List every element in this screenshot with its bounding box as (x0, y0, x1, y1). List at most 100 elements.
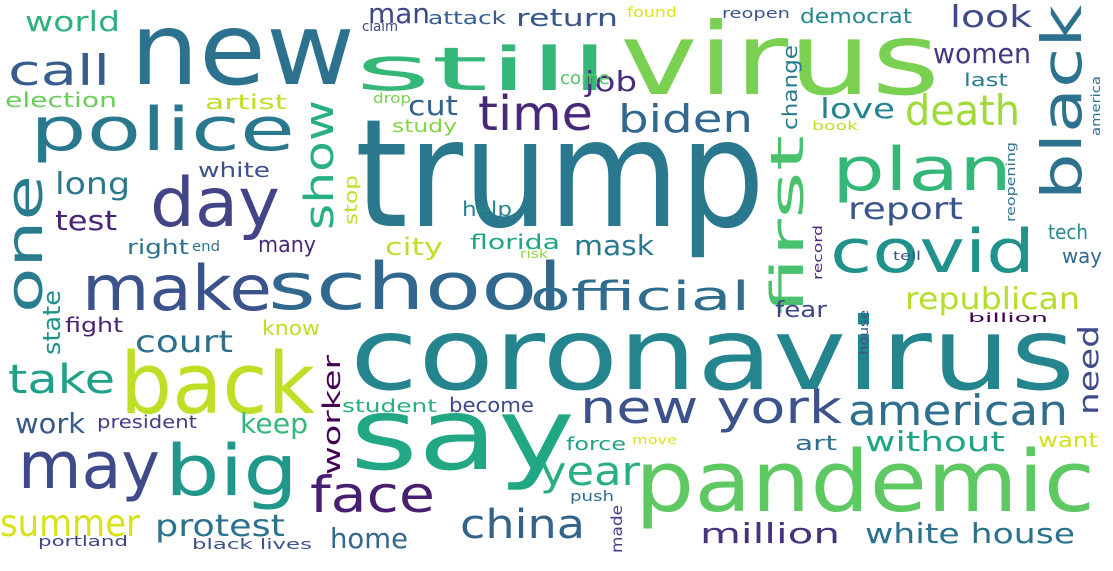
word-biden: biden (618, 97, 753, 141)
word-tech: tech (1048, 220, 1088, 244)
word-big: big (165, 430, 298, 512)
word-house: house (857, 310, 871, 355)
word-man: man (368, 0, 430, 30)
word-official: official (530, 274, 750, 320)
word-want: want (1038, 428, 1098, 452)
word-drop: drop (373, 91, 411, 107)
word-return: return (516, 4, 618, 32)
word-back: back (120, 335, 315, 434)
word-billion: billion (968, 311, 1048, 325)
word-home: home (330, 522, 408, 555)
word-keep: keep (240, 407, 308, 440)
word-million: million (700, 517, 840, 550)
word-white: white (198, 158, 270, 182)
word-death: death (905, 86, 1020, 135)
word-florida: florida (470, 230, 560, 254)
word-say: say (350, 376, 575, 493)
word-help: help (462, 197, 512, 221)
word-city: city (385, 233, 443, 261)
word-republican: republican (905, 282, 1080, 317)
word-force: force (566, 434, 626, 455)
word-black: black (1030, 4, 1094, 200)
word-state: state (38, 290, 66, 355)
word-still: still (355, 35, 610, 105)
word-president: president (97, 412, 197, 433)
word-may: may (18, 429, 160, 504)
word-take: take (8, 357, 115, 403)
word-right: right (127, 235, 189, 259)
word-move: move (632, 433, 677, 447)
word-way: way (1062, 244, 1102, 268)
word-job: job (585, 65, 637, 98)
word-artist: artist (205, 90, 287, 114)
word-world: world (25, 5, 120, 38)
word-made: made (608, 505, 626, 553)
word-reopen: reopen (722, 6, 790, 22)
word-claim: claim (362, 19, 398, 35)
word-know: know (262, 316, 320, 340)
word-time: time (478, 86, 593, 142)
word-stop: stop (341, 175, 362, 225)
word-covid: covid (830, 217, 1035, 287)
word-trump: trump (355, 88, 765, 262)
word-show: show (297, 100, 343, 230)
word-day: day (150, 164, 280, 243)
word-fear: fear (775, 298, 827, 323)
word-test: test (55, 204, 117, 237)
word-need: need (1072, 325, 1105, 415)
word-push: push (570, 489, 614, 505)
word-american: american (848, 386, 1068, 435)
word-found: found (627, 5, 677, 21)
word-become: become (449, 393, 534, 417)
word-white-house: white house (865, 517, 1075, 550)
word-worker: worker (318, 355, 346, 475)
word-call: call (8, 46, 110, 95)
word-women: women (933, 37, 1031, 70)
word-student: student (342, 396, 437, 417)
word-look: look (950, 0, 1032, 35)
word-mask: mask (574, 229, 654, 262)
word-long: long (55, 167, 130, 202)
word-plan: plan (832, 135, 1012, 205)
word-fight: fight (65, 313, 123, 337)
word-study: study (392, 116, 457, 137)
word-cut: cut (408, 89, 458, 122)
word-tell: tell (893, 249, 921, 263)
word-end: end (192, 239, 220, 255)
word-democrat: democrat (800, 4, 912, 28)
word-attack: attack (428, 8, 506, 29)
word-black-lives: black lives (192, 537, 312, 553)
word-school: school (268, 250, 563, 325)
word-record: record (811, 225, 825, 280)
word-without: without (865, 425, 1005, 458)
word-pandemic: pandemic (635, 433, 1095, 532)
word-last: last (964, 70, 1008, 91)
word-portland: portland (38, 534, 128, 550)
word-change: change (778, 44, 802, 130)
word-police: police (30, 95, 295, 165)
word-first: first (761, 135, 814, 315)
word-protest: protest (155, 509, 285, 544)
word-face: face (310, 466, 435, 524)
word-america: america (1089, 76, 1103, 136)
word-report: report (848, 192, 963, 227)
word-book: book (812, 119, 858, 133)
word-work: work (15, 407, 85, 440)
word-summer: summer (0, 502, 140, 545)
word-court: court (135, 325, 233, 360)
word-election: election (5, 88, 117, 112)
word-china: china (460, 502, 585, 548)
word-virus: virus (620, 1, 940, 118)
word-new: new (130, 0, 355, 108)
word-reopening: reopening (1004, 142, 1018, 222)
word-love: love (820, 92, 895, 125)
word-risk: risk (520, 247, 548, 261)
word-many: many (258, 233, 316, 258)
word-art: art (795, 431, 837, 455)
word-new-york: new york (580, 381, 842, 434)
word-make: make (82, 252, 272, 325)
word-year: year (540, 449, 640, 495)
word-coronavirus: coronavirus (350, 296, 1075, 413)
word-come: come (560, 68, 610, 89)
